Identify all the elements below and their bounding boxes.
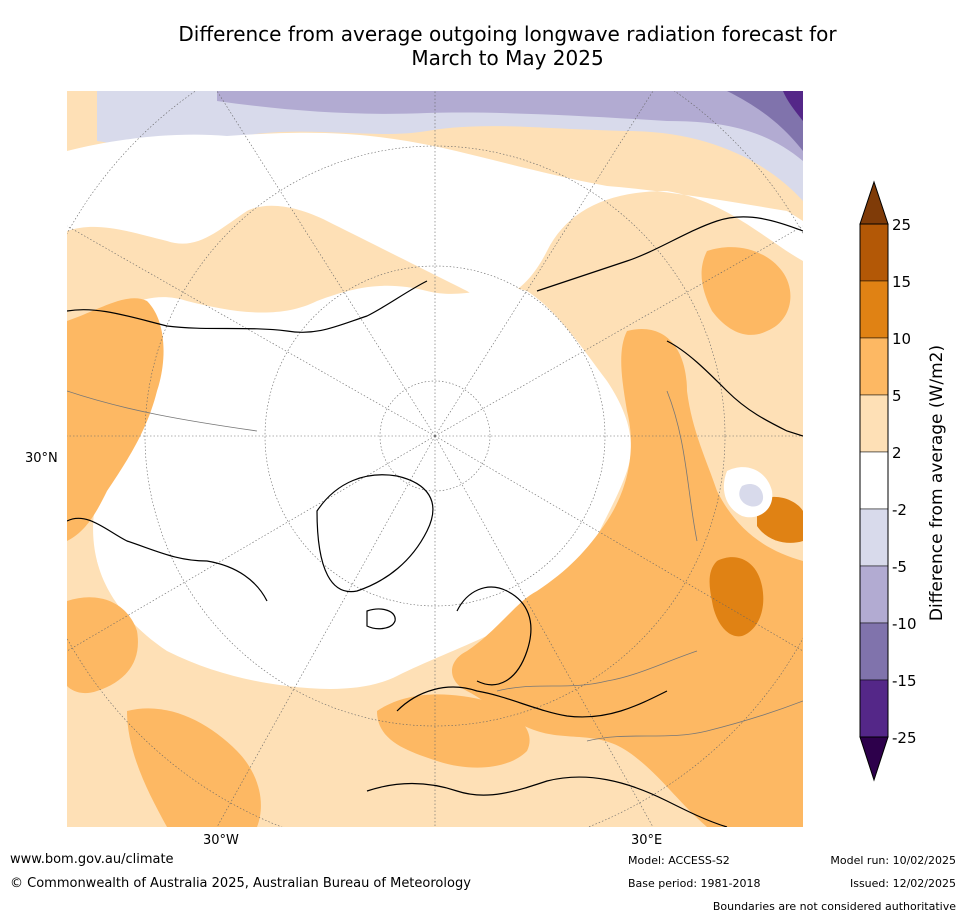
latitude-label-30n: 30°N: [25, 451, 58, 466]
colorbar-bin-10-15: [859, 280, 889, 339]
colorbar-title: Difference from average (W/m2): [927, 344, 947, 622]
colorbar-extend-bottom: [859, 736, 889, 782]
footer-issued: Issued: 12/02/2025: [849, 877, 956, 890]
colorbar-tick-5: 5: [892, 387, 902, 405]
anomaly-region-orange-eurasia: [452, 329, 803, 827]
coast-greenland: [316, 474, 434, 593]
colorbar-bin-2-5: [859, 394, 889, 453]
title-line-1: Difference from average outgoing longwav…: [178, 22, 837, 46]
anomaly-region-white-north-pacific: [67, 132, 803, 299]
footer-copyright: © Commonwealth of Australia 2025, Austra…: [10, 876, 471, 891]
polar-map: [67, 91, 803, 827]
title-line-2: March to May 2025: [411, 46, 604, 70]
country-borders: [67, 390, 803, 742]
colorbar-bin-m5-m2: [859, 508, 889, 567]
anomaly-region-dark-orange-east: [757, 496, 803, 543]
footer-base-period: Base period: 1981-2018: [628, 877, 761, 890]
coast-north-america: [67, 280, 428, 333]
coast-iceland: [366, 608, 396, 630]
coast-siberia: [536, 216, 803, 292]
anomaly-region-orange-far-east: [701, 247, 791, 335]
colorbar-bin-m10-m5: [859, 565, 889, 624]
coast-scandinavia: [456, 586, 532, 686]
colorbar-tick-10: 10: [892, 330, 911, 348]
colorbar-bin-15-25: [859, 223, 889, 282]
colorbar-tick-m25: -25: [892, 729, 917, 747]
anomaly-region-dark-orange-asia: [709, 557, 764, 637]
footer-model-run: Model run: 10/02/2025: [830, 854, 956, 867]
anomaly-region-orange-mediterranean: [377, 694, 530, 768]
colorbar-tick-m5: -5: [892, 558, 907, 576]
coast-asia-east: [666, 340, 803, 437]
colorbar-tick-m15: -15: [892, 672, 917, 690]
anomaly-region-orange-south-atlantic: [127, 708, 261, 827]
longitude-label-30e: 30°E: [631, 833, 663, 848]
anomaly-region-deep-purple: [783, 91, 803, 121]
anomaly-region-dark-purple: [727, 91, 803, 151]
footer-disclaimer: Boundaries are not considered authoritat…: [712, 900, 956, 913]
coast-africa: [366, 776, 728, 827]
colorbar-tick-15: 15: [892, 273, 911, 291]
longitude-label-30w: 30°W: [203, 833, 239, 848]
graticule: [67, 91, 803, 827]
footer-website: www.bom.gov.au/climate: [10, 852, 174, 867]
colorbar-extend-top: [859, 180, 889, 225]
anomaly-region-lavender-asia-core: [739, 484, 764, 507]
coastlines: [67, 216, 803, 827]
map-title: Difference from average outgoing longwav…: [60, 22, 955, 70]
colorbar-bin-5-10: [859, 337, 889, 396]
anomaly-region-orange-atlantic: [67, 597, 138, 694]
colorbar-tick-m10: -10: [892, 615, 917, 633]
coast-canada-east: [67, 517, 268, 602]
coast-europe: [396, 686, 668, 718]
anomaly-region-purple-band: [217, 91, 803, 161]
colorbar-tick-25: 25: [892, 216, 911, 234]
colorbar-bin-m2-2: [859, 451, 889, 510]
anomaly-region-orange-west-pacific: [67, 298, 164, 541]
footer-model: Model: ACCESS-S2: [628, 854, 730, 867]
colorbar-bin-m25-m15: [859, 679, 889, 738]
colorbar-tick-2: 2: [892, 444, 902, 462]
colorbar-legend: 25 15 10 5 2 -2 -5 -10 -15 -25: [855, 180, 965, 790]
anomaly-region-white-atlantic-band: [97, 508, 391, 678]
colorbar-bin-m15-m10: [859, 622, 889, 681]
colorbar-tick-m2: -2: [892, 501, 907, 519]
